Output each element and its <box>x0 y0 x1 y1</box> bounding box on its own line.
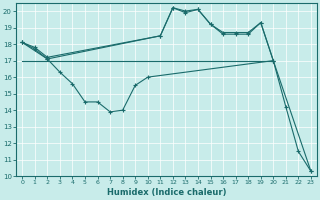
X-axis label: Humidex (Indice chaleur): Humidex (Indice chaleur) <box>107 188 226 197</box>
